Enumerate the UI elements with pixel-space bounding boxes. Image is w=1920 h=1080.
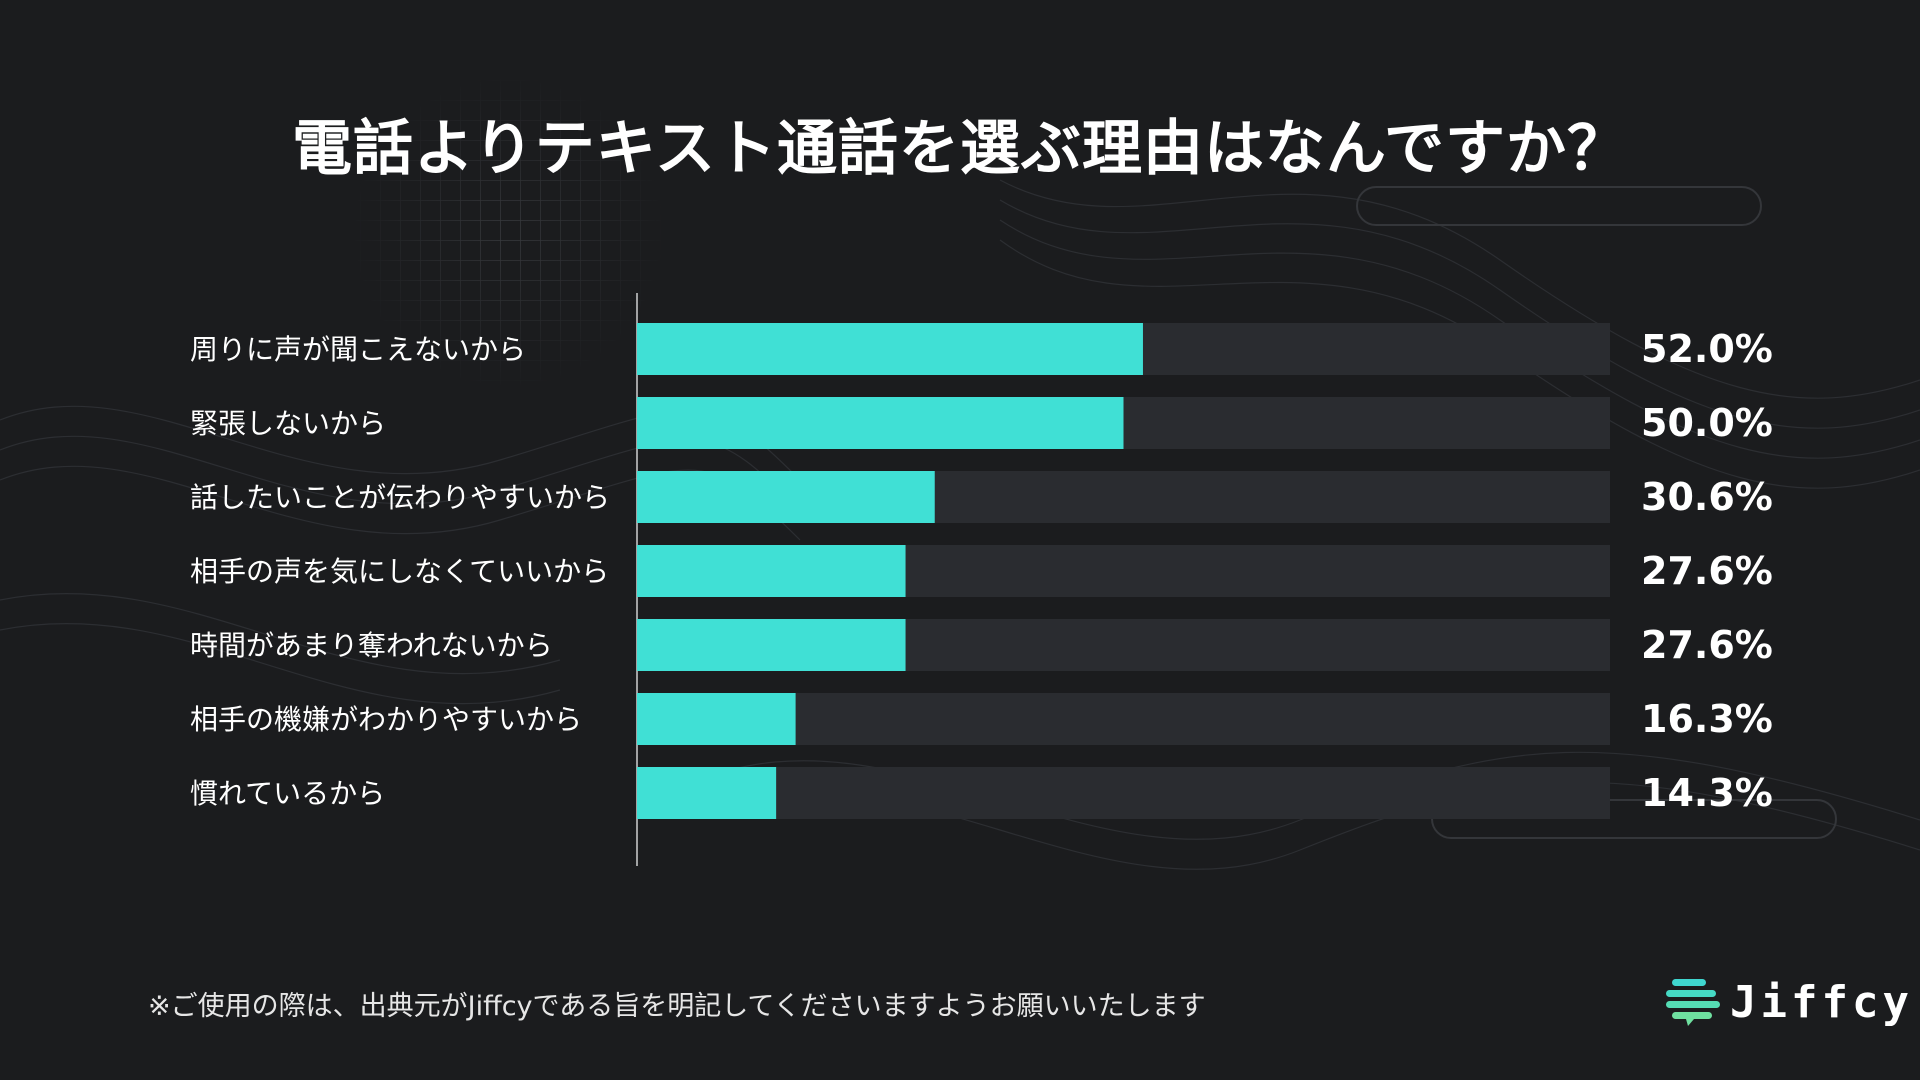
value-label: 50.0% bbox=[1641, 401, 1773, 445]
bar bbox=[637, 693, 796, 745]
bar bbox=[637, 619, 906, 671]
category-label: 時間があまり奪われないから bbox=[190, 629, 553, 662]
value-label: 27.6% bbox=[1641, 549, 1773, 593]
category-label: 周りに声が聞こえないから bbox=[190, 333, 526, 366]
bar-track bbox=[637, 767, 1610, 819]
value-label: 30.6% bbox=[1641, 475, 1773, 519]
value-label: 27.6% bbox=[1641, 623, 1773, 667]
jiffcy-logo-text: Jiffcy bbox=[1730, 976, 1913, 1028]
value-label: 52.0% bbox=[1641, 327, 1773, 371]
category-label: 緊張しないから bbox=[190, 407, 386, 440]
bar bbox=[637, 767, 777, 819]
bar bbox=[637, 471, 935, 523]
bar bbox=[637, 545, 906, 597]
usage-note: ※ご使用の際は、出典元がJiffcyである旨を明記してくださいますようお願いいた… bbox=[148, 991, 1206, 1022]
grid-circle-decoration bbox=[353, 77, 663, 387]
value-label: 14.3% bbox=[1641, 771, 1773, 815]
category-label: 話したいことが伝わりやすいから bbox=[190, 481, 610, 514]
bar bbox=[637, 323, 1143, 375]
value-label: 16.3% bbox=[1641, 697, 1773, 741]
category-label: 慣れているから bbox=[190, 777, 385, 810]
bar-track bbox=[637, 693, 1610, 745]
jiffcy-logo-icon bbox=[1666, 979, 1720, 1026]
category-label: 相手の機嫌がわかりやすいから bbox=[190, 703, 582, 736]
jiffcy-logo: Jiffcy bbox=[1664, 972, 1913, 1032]
pill-outline-decoration bbox=[1356, 186, 1762, 226]
chart-title: 電話よりテキスト通話を選ぶ理由はなんですか？ bbox=[292, 114, 1628, 184]
bar bbox=[637, 397, 1124, 449]
category-label: 相手の声を気にしなくていいから bbox=[190, 555, 609, 588]
